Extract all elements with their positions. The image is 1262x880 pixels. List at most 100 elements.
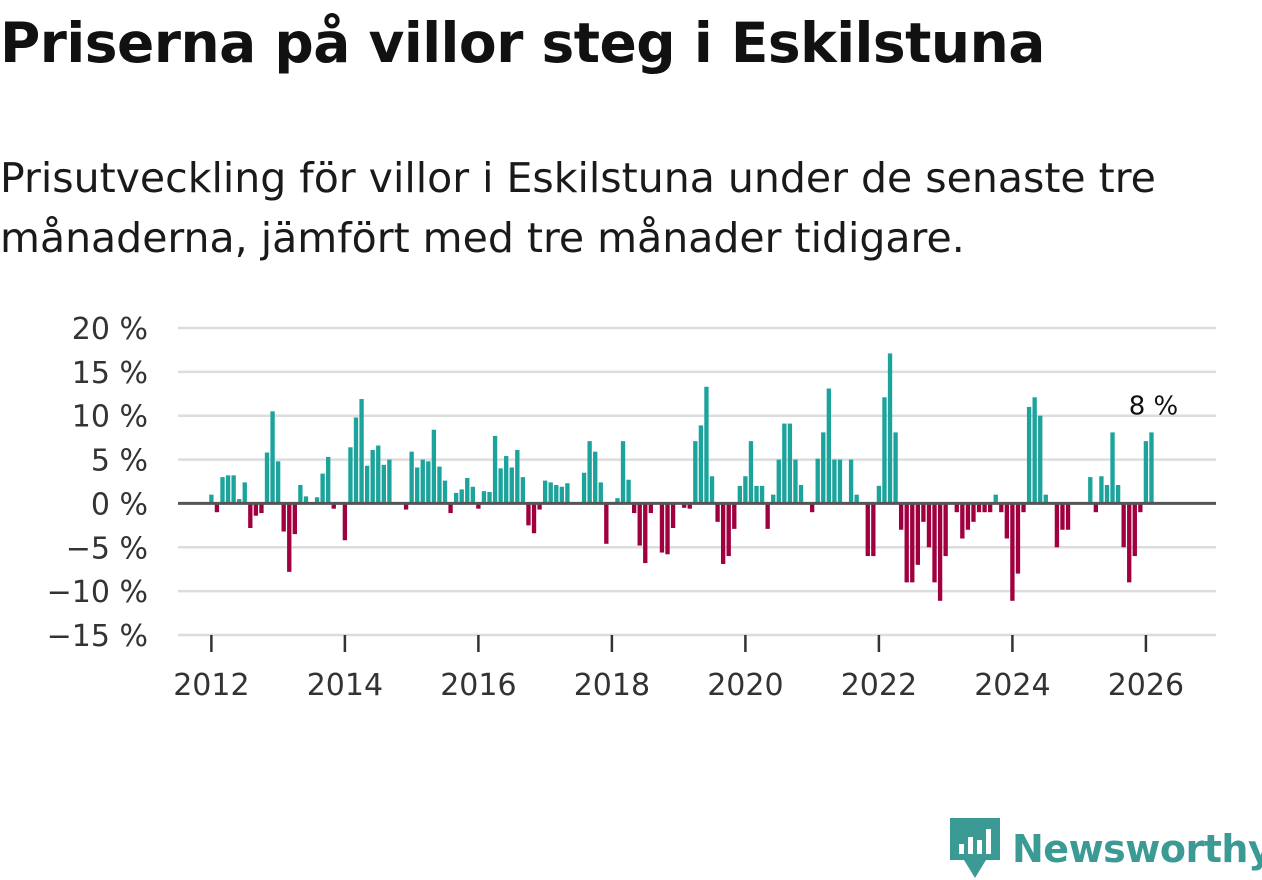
bar (537, 503, 542, 510)
bar (631, 503, 637, 514)
bar (504, 456, 509, 504)
bar (292, 503, 297, 535)
bar (776, 459, 781, 504)
bar (453, 492, 459, 504)
bar (1099, 476, 1104, 504)
bar (598, 482, 603, 504)
bar (643, 503, 648, 564)
bar (581, 472, 587, 504)
bar (1021, 503, 1026, 513)
x-axis: 2012 2014 2016 2018 2020 2022 2024 2026 (173, 635, 1184, 703)
brand-name: Newsworthy (1012, 827, 1262, 871)
bar (520, 477, 526, 504)
bar (515, 449, 520, 504)
bar (765, 503, 770, 529)
bar (904, 503, 909, 583)
bar (915, 503, 921, 565)
bar (426, 461, 431, 504)
bar (759, 485, 765, 504)
bar (326, 456, 331, 504)
last-value-label: 8 % (1129, 391, 1179, 421)
bar (237, 499, 242, 504)
bar (943, 503, 948, 557)
y-tick-label: −10 % (47, 575, 148, 610)
y-tick-label: 15 % (72, 356, 148, 391)
bar (648, 503, 653, 514)
bar (960, 503, 965, 539)
bar (1004, 503, 1010, 539)
bar (381, 464, 386, 504)
bar (982, 503, 987, 513)
x-tick-label: 2014 (307, 668, 383, 703)
bar (420, 459, 425, 504)
bar (331, 503, 336, 509)
x-tick-label: 2022 (841, 668, 917, 703)
bar (693, 441, 698, 504)
bar (442, 480, 448, 504)
bar (682, 503, 687, 508)
bar (587, 441, 592, 504)
bar (876, 485, 882, 504)
bar (1127, 503, 1132, 583)
bar (715, 503, 720, 522)
bar (353, 417, 359, 504)
x-tick-label: 2026 (1108, 668, 1184, 703)
bar (509, 467, 514, 504)
x-tick-label: 2016 (440, 668, 516, 703)
bar (448, 503, 453, 514)
bar (782, 423, 787, 504)
bar (1121, 503, 1126, 548)
bar (1093, 503, 1099, 513)
bar (887, 353, 893, 504)
y-tick-label: 10 % (72, 400, 148, 435)
bar (1065, 503, 1071, 530)
bar (1104, 485, 1110, 504)
bar (526, 503, 531, 526)
bar (954, 503, 959, 513)
brand-footer: Newsworthy (950, 818, 1262, 880)
bar (698, 425, 704, 504)
bar (359, 399, 364, 504)
bar (476, 503, 481, 509)
bar (971, 503, 976, 522)
bar (470, 486, 475, 504)
bar-series (209, 353, 1154, 601)
bar (287, 503, 292, 572)
y-tick-label: 5 % (91, 444, 148, 479)
bar (364, 465, 370, 504)
bar (871, 503, 876, 557)
bar (498, 468, 503, 504)
bar (409, 451, 414, 504)
bar (737, 485, 743, 504)
bar (826, 388, 832, 504)
bar (542, 480, 548, 504)
bar (1010, 503, 1015, 601)
bar (837, 459, 843, 504)
bar (415, 467, 420, 504)
bar (720, 503, 726, 564)
bar (937, 503, 943, 601)
bar (264, 452, 270, 504)
bar (275, 461, 281, 504)
bar (832, 459, 837, 504)
bar (626, 479, 631, 504)
bar (865, 503, 870, 557)
bar (926, 503, 932, 548)
bar (248, 503, 253, 528)
bar (554, 485, 559, 504)
y-axis: 20 % 15 % 10 % 5 % 0 % −5 % −10 % −15 % (47, 312, 148, 654)
bar (665, 503, 670, 555)
bar (620, 441, 626, 504)
bar (303, 496, 309, 504)
bar (787, 423, 793, 504)
y-tick-label: −15 % (47, 619, 148, 654)
bar (465, 477, 470, 504)
bar (565, 483, 570, 504)
bar (932, 503, 937, 583)
bar (242, 482, 247, 504)
bar (431, 429, 437, 504)
bar (921, 503, 926, 522)
bar (709, 476, 715, 504)
x-tick-label: 2024 (974, 668, 1050, 703)
bar (771, 494, 776, 504)
